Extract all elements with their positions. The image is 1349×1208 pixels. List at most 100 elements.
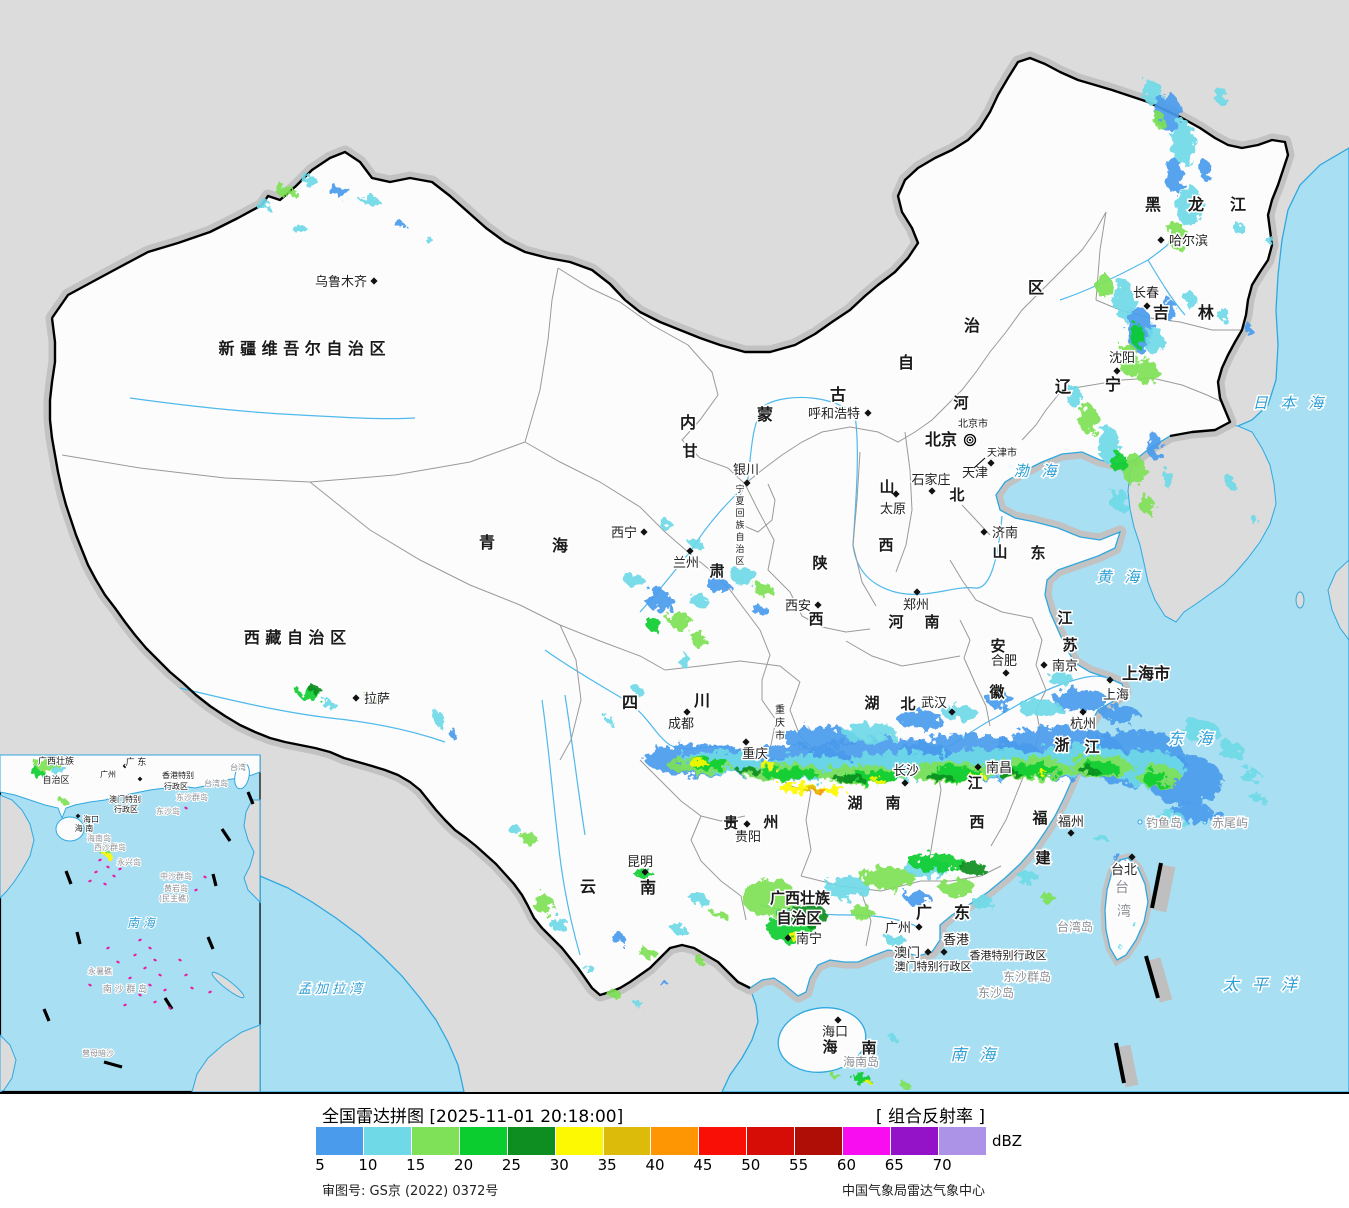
city-marker: [1113, 367, 1121, 375]
inset-reef-marker: [163, 988, 167, 992]
radar-echo: [309, 686, 321, 694]
inset-reef-marker: [133, 953, 137, 957]
radar-echo: [394, 221, 404, 227]
radar-echo: [782, 727, 858, 749]
radar-echo: [1113, 280, 1135, 320]
radar-echo: [830, 1072, 840, 1078]
radar-echo: [905, 891, 931, 905]
city-label: 昆明: [627, 855, 653, 870]
province-label: 东: [954, 903, 970, 922]
legend-cell-30: [555, 1127, 603, 1155]
inset-reef-marker: [106, 865, 110, 869]
city-label: 沈阳: [1109, 351, 1135, 366]
radar-echo: [1165, 159, 1183, 193]
province-label-vertical: 夏: [735, 496, 744, 507]
city-label: 呼和浩特: [808, 407, 860, 422]
radar-echo: [634, 1001, 644, 1007]
province-label: 川: [693, 691, 710, 710]
province-label: 南: [861, 1039, 876, 1057]
sar-label: 澳门特别行政区: [895, 959, 972, 973]
radar-echo: [790, 903, 826, 925]
inset-reef-marker: [194, 888, 198, 892]
city-marker: [1106, 676, 1114, 684]
city-marker: [1002, 669, 1010, 677]
product-label: [ 组合反射率 ]: [875, 1107, 985, 1127]
city-label: 福州: [1058, 815, 1084, 830]
city-marker: [892, 490, 900, 498]
legend-cell-55: [795, 1127, 843, 1155]
radar-echo: [1052, 689, 1108, 711]
radar-echo: [1172, 119, 1194, 165]
sea-label: 孟加拉湾: [298, 981, 366, 997]
radar-echo: [762, 768, 818, 780]
inset-borneo: [191, 1024, 261, 1092]
radar-echo: [1136, 359, 1158, 385]
radar-echo: [871, 777, 885, 783]
city-marker: [1067, 829, 1075, 837]
radar-echo: [1226, 475, 1234, 489]
radar-echo: [690, 540, 704, 548]
inset-dash-line: [42, 1008, 51, 1022]
province-label: 江: [967, 774, 982, 792]
unit-label: dBZ: [992, 1132, 1023, 1150]
radar-echo: [862, 1079, 870, 1083]
city-marker: [742, 738, 750, 746]
city-label: 西宁: [611, 525, 637, 541]
province-label: 自: [898, 353, 914, 372]
province-label: 南: [924, 613, 939, 631]
legend-tick-10: 10: [358, 1156, 378, 1174]
radar-echo: [360, 196, 378, 204]
radar-echo: [1110, 452, 1126, 472]
radar-echo: [1080, 405, 1098, 435]
radar-echo: [1143, 79, 1161, 105]
city-marker: [987, 459, 995, 467]
inset-dash-line: [75, 931, 82, 945]
province-label: 浙: [1054, 736, 1069, 754]
inset-label: 香港特别: [162, 770, 194, 780]
radar-map-canvas: 新 疆 维 吾 尔 自 治 区西 藏 自 治 区青 海甘肃内 蒙古自治区黑龙江吉 林辽…: [0, 0, 1349, 1092]
radar-echo: [731, 567, 757, 585]
radar-echo: [972, 896, 994, 910]
inset-label: 曾母暗沙: [82, 1048, 114, 1058]
legend-cell-35: [603, 1127, 651, 1155]
province-label: 四: [622, 693, 638, 712]
city-label: 乌鲁木齐: [315, 274, 367, 290]
legend-cell-45: [699, 1127, 747, 1155]
map-title: 全国雷达拼图 [2025-11-01 20:18:00]: [322, 1107, 624, 1127]
inset-reef-marker: [153, 1000, 157, 1004]
inset-vietnam: [0, 794, 35, 899]
inset-dash-line: [163, 997, 174, 1010]
legend-cell-50: [747, 1127, 795, 1155]
province-label-vertical: 市: [775, 729, 785, 742]
city-label: 拉萨: [364, 692, 390, 707]
radar-echo: [1164, 471, 1174, 489]
city-marker: [948, 708, 956, 716]
inset-label: 永兴岛: [117, 857, 141, 867]
city-label: 南昌: [986, 760, 1012, 776]
radar-echo: [659, 521, 673, 529]
radar-echo-layer: [255, 79, 1273, 1088]
inset-reef-marker: [208, 990, 212, 994]
city-label: 武汉: [921, 696, 947, 711]
inset-label: 广 东: [126, 756, 147, 768]
radar-echo: [885, 934, 905, 946]
inset-reef-marker: [158, 973, 162, 977]
radar-echo: [255, 200, 271, 210]
radar-echo: [971, 773, 985, 779]
province-label: 海: [822, 1038, 837, 1056]
province-label: 建: [1035, 849, 1051, 867]
city-marker: [924, 948, 932, 956]
radar-echo: [672, 924, 686, 934]
inset-dash-line: [220, 828, 232, 842]
legend-tick-15: 15: [406, 1156, 426, 1174]
inset-label: 台湾岛: [204, 778, 228, 788]
capital-marker-beijing: [963, 433, 977, 447]
radar-echo: [1217, 741, 1243, 759]
legend-cell-40: [651, 1127, 699, 1155]
city-label: 济南: [992, 525, 1018, 541]
inset-label: 广州: [100, 769, 116, 779]
radar-echo: [607, 990, 621, 998]
radar-echo: [1154, 812, 1186, 828]
city-marker: [1157, 236, 1165, 244]
radar-echo: [1182, 719, 1218, 741]
